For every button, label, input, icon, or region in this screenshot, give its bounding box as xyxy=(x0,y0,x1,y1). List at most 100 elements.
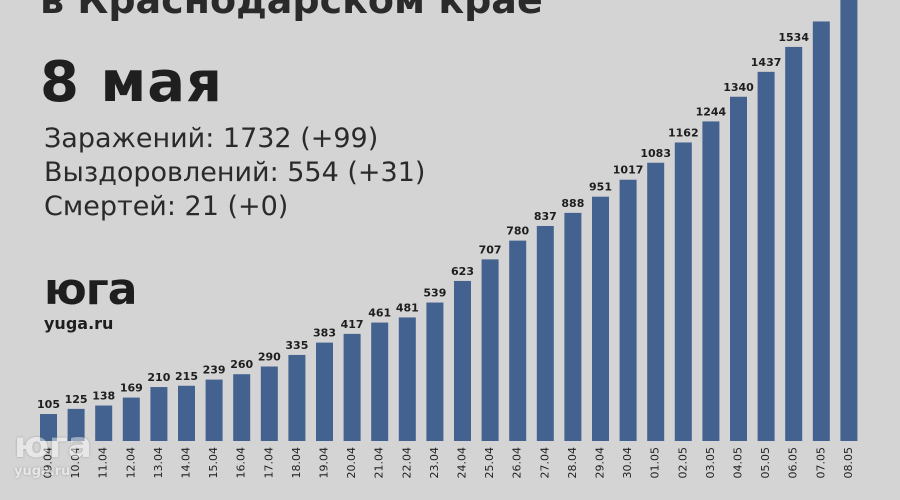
bar-value-label: 1017 xyxy=(613,164,644,177)
x-tick-label: 25.04 xyxy=(483,447,496,479)
bar-value-label: 1437 xyxy=(751,56,782,69)
bar-03.05 xyxy=(702,121,720,442)
bar-value-label: 481 xyxy=(396,301,419,314)
bar-13.04 xyxy=(150,387,168,441)
bar-value-label: 417 xyxy=(341,318,364,331)
bar-11.04 xyxy=(95,405,113,441)
bar-value-label: 707 xyxy=(479,243,502,256)
x-tick-label: 01.05 xyxy=(649,447,662,479)
bar-24.04 xyxy=(454,280,471,441)
chart-heading: в Краснодарском крае xyxy=(40,0,543,22)
bar-value-label: 1534 xyxy=(778,31,809,44)
x-tick-label: 23.04 xyxy=(428,447,441,479)
bar-value-label: 461 xyxy=(368,307,391,320)
yuga-logo: юга yuga.ru xyxy=(44,264,137,334)
x-tick-label: 04.05 xyxy=(732,447,745,479)
bar-value-label: 383 xyxy=(313,327,336,340)
bar-06.05 xyxy=(785,46,803,441)
bar-value-label: 260 xyxy=(230,358,253,371)
bar-15.04 xyxy=(205,379,223,441)
bar-value-label: 290 xyxy=(258,350,281,363)
x-tick-label: 21.04 xyxy=(373,447,386,479)
bar-20.04 xyxy=(343,333,361,441)
bar-value-label: 125 xyxy=(65,393,88,406)
bar-28.04 xyxy=(564,212,582,441)
bar-27.04 xyxy=(536,225,554,441)
bar-21.04 xyxy=(371,322,389,441)
x-tick-label: 02.05 xyxy=(676,447,689,479)
x-tick-label: 20.04 xyxy=(345,447,358,479)
bar-22.04 xyxy=(398,317,416,441)
report-date: 8 мая xyxy=(40,50,223,115)
bar-value-label: 138 xyxy=(92,390,115,403)
bar-value-label: 210 xyxy=(147,371,170,384)
bar-value-label: 837 xyxy=(534,210,557,223)
bar-value-label: 539 xyxy=(423,287,446,300)
x-tick-label: 05.05 xyxy=(759,447,772,479)
bar-07.05 xyxy=(812,21,830,441)
x-tick-label: 08.05 xyxy=(842,447,855,479)
x-tick-label: 13.04 xyxy=(152,447,165,479)
bar-01.05 xyxy=(647,162,665,442)
bar-08.05 xyxy=(840,0,858,442)
bar-value-label: 1244 xyxy=(696,105,727,118)
logo-site: yuga.ru xyxy=(44,314,114,333)
watermark-mark: юга xyxy=(14,425,93,466)
x-tick-label: 22.04 xyxy=(400,447,413,479)
bar-value-label: 215 xyxy=(175,370,198,383)
x-tick-label: 19.04 xyxy=(318,447,331,479)
bar-23.04 xyxy=(426,302,444,441)
x-tick-label: 11.04 xyxy=(97,447,110,479)
bar-14.04 xyxy=(178,385,195,441)
bar-value-label: 1340 xyxy=(723,81,754,94)
bar-04.05 xyxy=(730,96,747,441)
logo-mark: юга xyxy=(44,264,137,315)
x-tick-label: 03.05 xyxy=(704,447,717,479)
bar-05.05 xyxy=(757,71,775,441)
bar-value-label: 1162 xyxy=(668,126,699,139)
x-tick-label: 27.04 xyxy=(538,447,551,479)
bar-value-label: 169 xyxy=(120,382,143,395)
bar-value-label: 1083 xyxy=(640,147,671,160)
bar-value-label: 239 xyxy=(203,364,226,377)
x-tick-label: 18.04 xyxy=(290,447,303,479)
bar-value-label: 951 xyxy=(589,181,612,194)
bar-30.04 xyxy=(619,179,637,441)
x-tick-label: 06.05 xyxy=(787,447,800,479)
bar-26.04 xyxy=(509,240,527,441)
bar-value-label: 335 xyxy=(285,339,308,352)
x-tick-label: 07.05 xyxy=(814,447,827,479)
bar-value-label: 888 xyxy=(561,197,584,210)
stats-block: Заражений: 1732 (+99) Выздоровлений: 554… xyxy=(44,122,425,224)
recovered-stat: Выздоровлений: 554 (+31) xyxy=(44,157,426,188)
infected-stat: Заражений: 1732 (+99) xyxy=(44,123,379,154)
bar-value-label: 105 xyxy=(37,398,60,411)
deaths-stat: Смертей: 21 (+0) xyxy=(44,191,289,222)
bar-16.04 xyxy=(233,374,251,441)
x-tick-label: 15.04 xyxy=(207,447,220,479)
bar-value-label: 780 xyxy=(506,225,529,238)
x-tick-label: 16.04 xyxy=(235,447,248,479)
x-tick-label: 28.04 xyxy=(566,447,579,479)
bar-17.04 xyxy=(260,366,278,441)
bar-value-label: 623 xyxy=(451,265,474,278)
bar-25.04 xyxy=(481,259,499,441)
x-tick-label: 26.04 xyxy=(511,447,524,479)
x-tick-label: 09.04 xyxy=(42,447,55,479)
bar-19.04 xyxy=(316,342,333,441)
x-tick-label: 24.04 xyxy=(456,447,469,479)
x-tick-label: 10.04 xyxy=(69,447,82,479)
x-tick-label: 30.04 xyxy=(621,447,634,479)
bar-09.04 xyxy=(40,414,57,441)
watermark-site: yuga.ru xyxy=(14,464,71,479)
bar-02.05 xyxy=(674,142,692,442)
x-tick-label: 14.04 xyxy=(180,447,193,479)
x-tick-label: 17.04 xyxy=(262,447,275,479)
bar-10.04 xyxy=(67,408,85,441)
watermark-logo: юга yuga.ru xyxy=(14,425,93,480)
bar-18.04 xyxy=(288,354,306,441)
x-tick-label: 29.04 xyxy=(594,447,607,479)
bar-29.04 xyxy=(592,196,609,441)
x-tick-label: 12.04 xyxy=(124,447,137,479)
